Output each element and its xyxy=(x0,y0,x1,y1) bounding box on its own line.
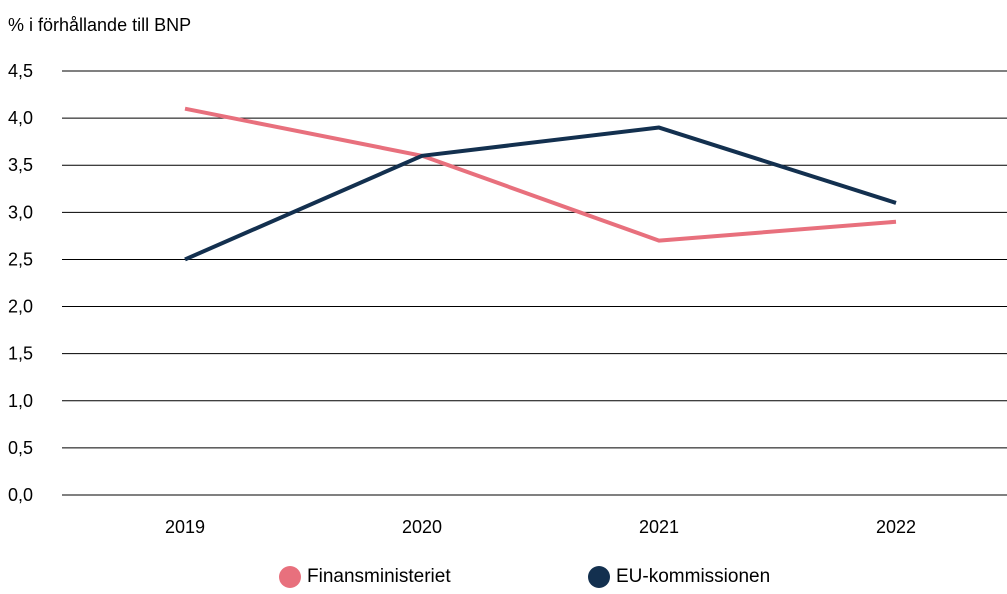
x-tick-label-2021: 2021 xyxy=(639,517,679,537)
series-line-eu-kommissionen xyxy=(184,125,897,262)
x-tick-label-2020: 2020 xyxy=(402,517,442,537)
y-axis-label: % i förhållande till BNP xyxy=(8,15,192,35)
y-tick-label-8: 4,0 xyxy=(8,108,33,128)
y-tick-label-9: 4,5 xyxy=(8,61,33,81)
legend-swatch-finansministeriet xyxy=(279,566,301,588)
y-tick-label-1: 0,5 xyxy=(8,438,33,458)
legend: Finansministeriet EU-kommissionen xyxy=(0,566,1007,594)
y-tick-label-5: 2,5 xyxy=(8,249,33,269)
y-tick-label-0: 0,0 xyxy=(8,485,33,505)
y-tick-label-7: 3,5 xyxy=(8,155,33,175)
y-tick-label-6: 3,0 xyxy=(8,202,33,222)
x-tick-label-2022: 2022 xyxy=(876,517,916,537)
y-tick-label-3: 1,5 xyxy=(8,344,33,364)
y-tick-label-4: 2,0 xyxy=(8,297,33,317)
legend-label-eu-kommissionen: EU-kommissionen xyxy=(616,566,771,587)
y-tick-label-2: 1,0 xyxy=(8,391,33,411)
legend-item-eu-kommissionen: EU-kommissionen xyxy=(588,566,770,588)
legend-swatch-eu-kommissionen xyxy=(588,566,610,588)
series-line-finansministeriet xyxy=(184,106,897,243)
legend-label-finansministeriet: Finansministeriet xyxy=(307,566,451,587)
legend-item-finansministeriet: Finansministeriet xyxy=(279,566,451,588)
x-tick-label-2019: 2019 xyxy=(165,517,205,537)
